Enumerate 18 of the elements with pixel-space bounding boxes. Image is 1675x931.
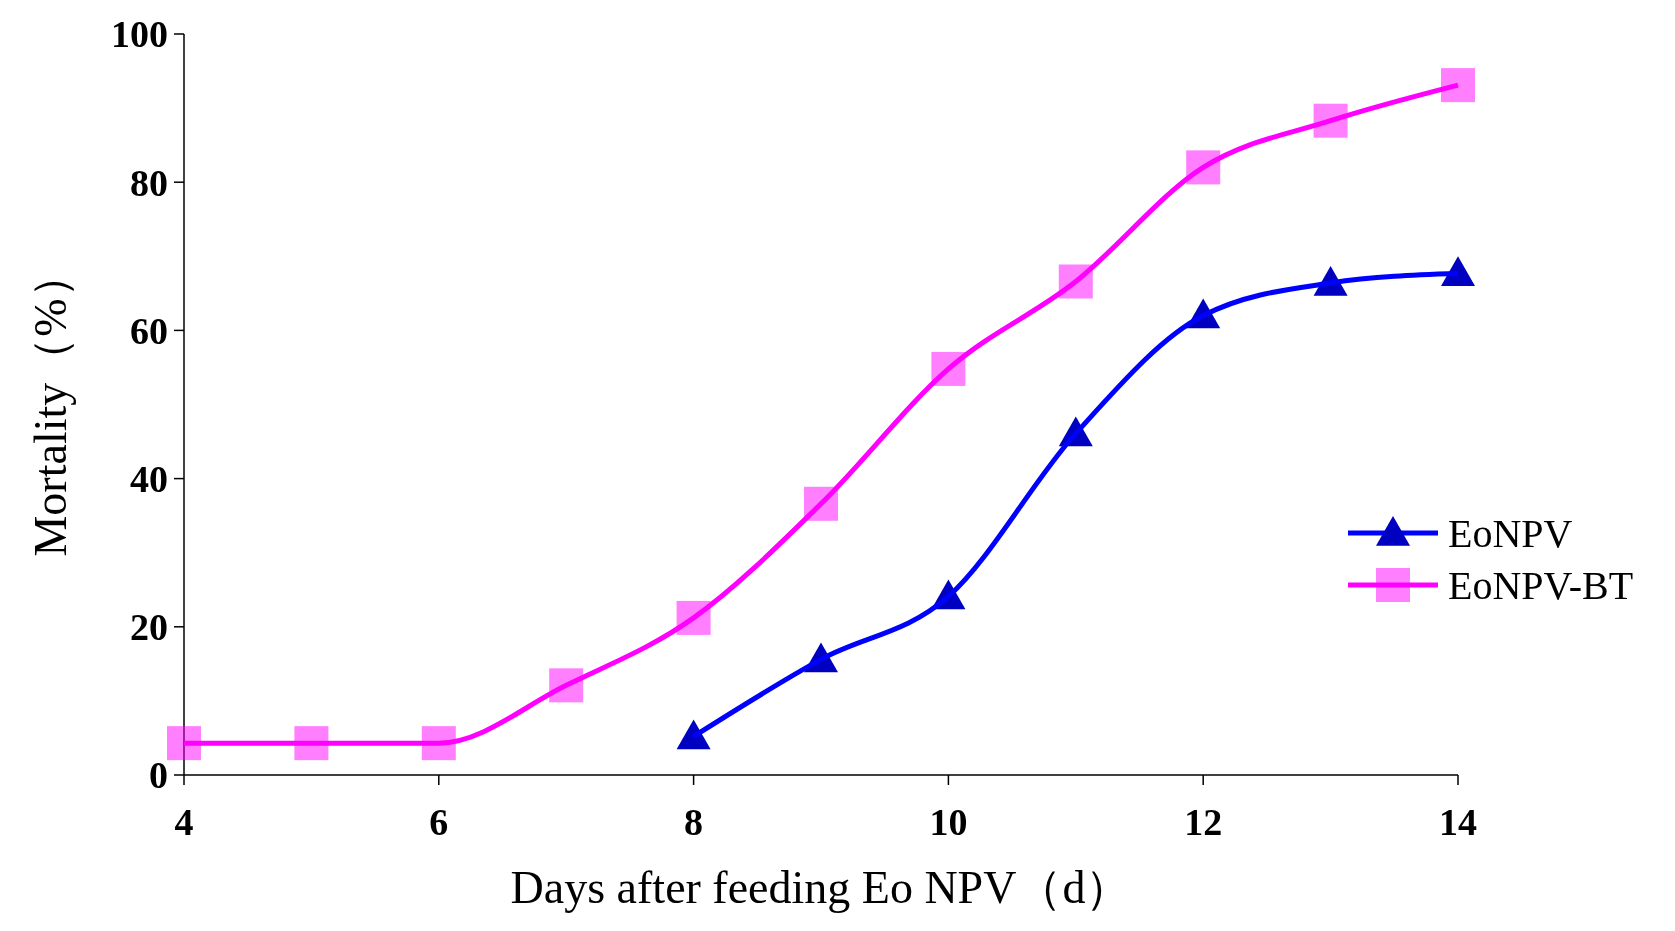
point bbox=[1441, 68, 1475, 103]
y-tick-label: 100 bbox=[111, 13, 168, 56]
legend-label: EoNPV-BT bbox=[1448, 563, 1634, 608]
x-tick-label: 10 bbox=[929, 801, 968, 843]
x-tick-label: 12 bbox=[1184, 801, 1223, 843]
y-tick-label: 40 bbox=[130, 457, 168, 500]
x-tick-label: 14 bbox=[1439, 801, 1477, 843]
x-axis-title: Days after feeding Eo NPV（d） bbox=[510, 862, 1132, 913]
y-tick-label: 0 bbox=[149, 754, 168, 797]
legend-label: EoNPV bbox=[1448, 511, 1573, 556]
x-tick-label: 6 bbox=[429, 801, 449, 843]
y-tick-label: 20 bbox=[130, 606, 168, 649]
y-tick-label: 80 bbox=[130, 161, 168, 204]
x-tick-label: 8 bbox=[684, 801, 704, 843]
point bbox=[167, 726, 201, 761]
y-axis-title: Mortality（%） bbox=[25, 252, 76, 557]
x-tick-label: 4 bbox=[174, 801, 194, 843]
y-tick-label: 60 bbox=[130, 309, 168, 352]
